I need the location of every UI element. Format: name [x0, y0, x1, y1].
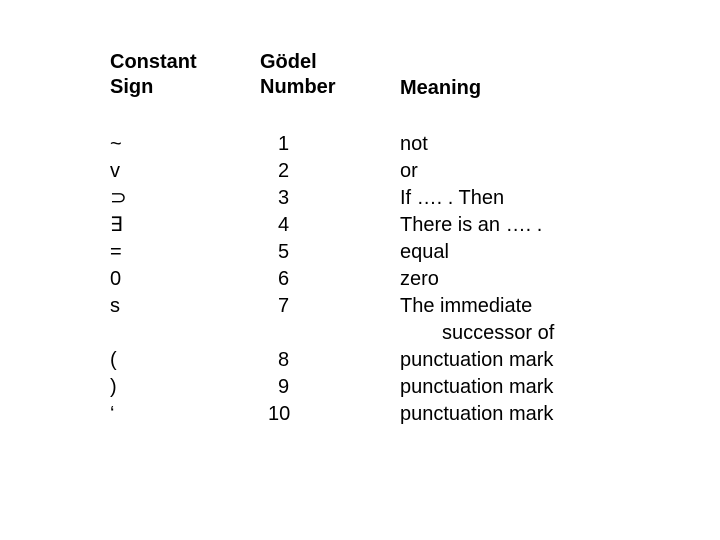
header-sign-line1: Constant	[110, 51, 197, 73]
sign-cell: ⊃	[110, 185, 260, 212]
sign-cell: ‘	[110, 401, 260, 428]
number-cell: 8	[260, 347, 400, 374]
number-cell-empty	[260, 320, 400, 347]
meaning-cell: or	[400, 158, 640, 185]
sign-cell: 0	[110, 266, 260, 293]
meaning-cell: There is an …. .	[400, 212, 640, 239]
meaning-cell: zero	[400, 266, 640, 293]
meaning-cell: equal	[400, 239, 640, 266]
sign-cell: )	[110, 374, 260, 401]
number-cell: 2	[260, 158, 400, 185]
number-10: 10	[268, 403, 290, 425]
sign-cell: (	[110, 347, 260, 374]
number-cell: 1	[260, 131, 400, 158]
sign-cell: s	[110, 293, 260, 320]
header-sign-line2: Sign	[110, 76, 153, 98]
number-cell: 5	[260, 239, 400, 266]
meaning-cell: not	[400, 131, 640, 158]
number-cell: 10	[260, 401, 400, 428]
header-number: Gödel Number	[260, 50, 400, 131]
meaning-cell: If …. . Then	[400, 185, 640, 212]
header-sign: Constant Sign	[110, 50, 260, 131]
sign-cell: =	[110, 239, 260, 266]
sign-cell: ∃	[110, 212, 260, 239]
number-cell: 6	[260, 266, 400, 293]
godel-table: Constant Sign Gödel Number Meaning ~ 1 n…	[0, 0, 720, 428]
header-number-line2: Number	[260, 76, 336, 98]
number-cell: 7	[260, 293, 400, 320]
header-meaning-text: Meaning	[400, 77, 481, 99]
meaning-cell: punctuation mark	[400, 401, 640, 428]
sign-cell: ~	[110, 131, 260, 158]
sign-cell-empty	[110, 320, 260, 347]
header-meaning: Meaning	[400, 50, 640, 131]
number-cell: 3	[260, 185, 400, 212]
table-grid: Constant Sign Gödel Number Meaning ~ 1 n…	[110, 50, 630, 428]
sign-cell: v	[110, 158, 260, 185]
meaning-cell: punctuation mark	[400, 347, 640, 374]
number-cell: 4	[260, 212, 400, 239]
meaning-cell: The immediate	[400, 293, 640, 320]
header-number-line1: Gödel	[260, 51, 317, 73]
meaning-cell-cont: successor of	[400, 320, 640, 347]
meaning-cell: punctuation mark	[400, 374, 640, 401]
number-cell: 9	[260, 374, 400, 401]
